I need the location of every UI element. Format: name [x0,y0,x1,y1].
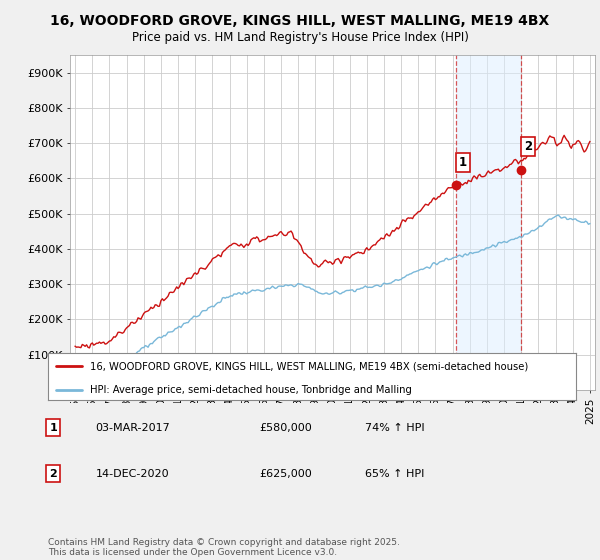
Text: 2: 2 [49,469,57,479]
Text: £580,000: £580,000 [259,423,312,433]
Text: 74% ↑ HPI: 74% ↑ HPI [365,423,424,433]
Text: 1: 1 [49,423,57,433]
Text: 16, WOODFORD GROVE, KINGS HILL, WEST MALLING, ME19 4BX (semi-detached house): 16, WOODFORD GROVE, KINGS HILL, WEST MAL… [90,361,529,371]
Text: 03-MAR-2017: 03-MAR-2017 [95,423,170,433]
Text: 65% ↑ HPI: 65% ↑ HPI [365,469,424,479]
Text: £625,000: £625,000 [259,469,312,479]
Text: 2: 2 [524,140,532,153]
Bar [455,55,521,390]
Text: Price paid vs. HM Land Registry's House Price Index (HPI): Price paid vs. HM Land Registry's House … [131,31,469,44]
Text: HPI: Average price, semi-detached house, Tonbridge and Malling: HPI: Average price, semi-detached house,… [90,385,412,395]
Text: 1: 1 [459,156,467,169]
Text: 14-DEC-2020: 14-DEC-2020 [95,469,169,479]
Text: Contains HM Land Registry data © Crown copyright and database right 2025.
This d: Contains HM Land Registry data © Crown c… [48,538,400,557]
Text: 16, WOODFORD GROVE, KINGS HILL, WEST MALLING, ME19 4BX: 16, WOODFORD GROVE, KINGS HILL, WEST MAL… [50,14,550,28]
